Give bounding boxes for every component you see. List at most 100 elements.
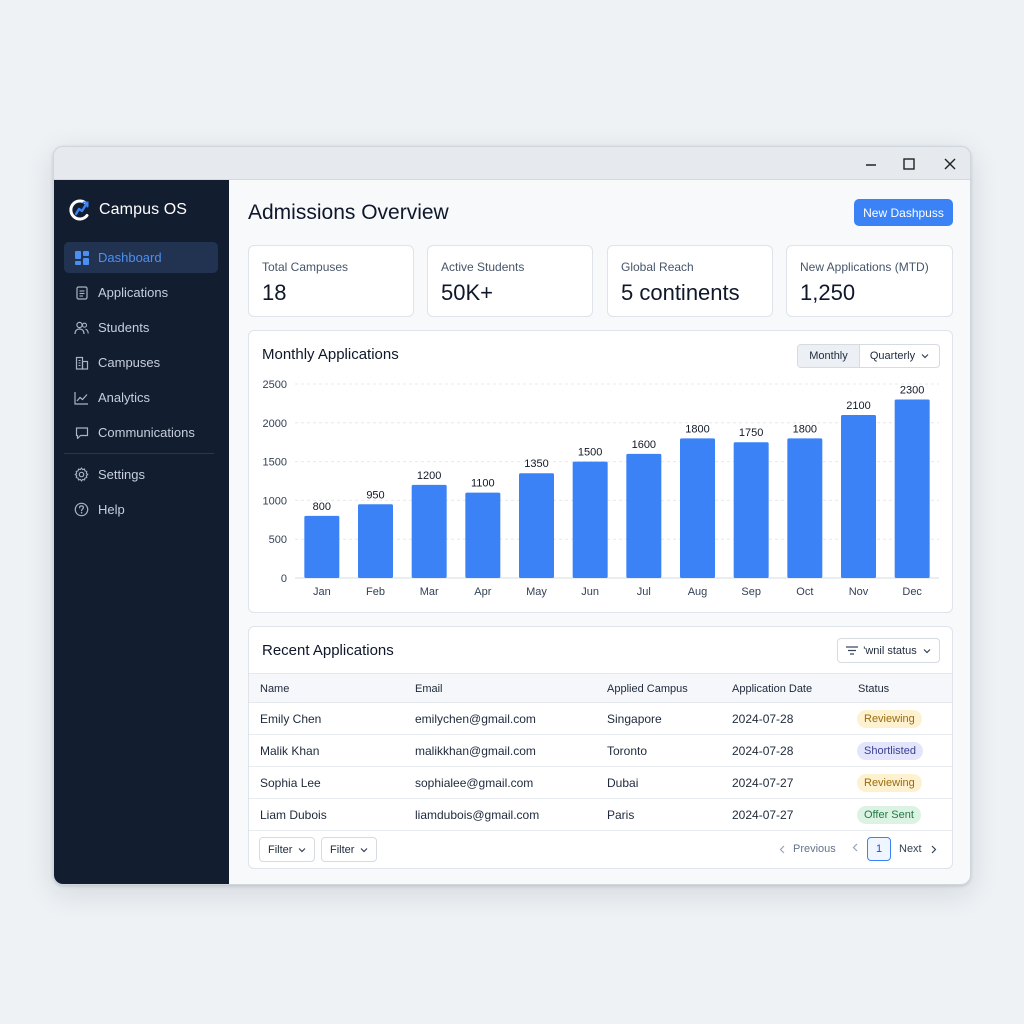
filter-button-1[interactable]: Filter [259, 837, 316, 862]
gear-icon [74, 467, 89, 482]
y-tick-label: 2000 [263, 418, 287, 430]
x-tick-label: May [526, 586, 547, 598]
cell-email: malikkhan@gmail.com [415, 744, 536, 758]
sidebar-item-label: Students [98, 320, 150, 335]
column-header-name[interactable]: Name [260, 683, 290, 695]
stat-label: Active Students [441, 260, 525, 274]
bar-aug[interactable] [680, 438, 715, 578]
quarterly-dropdown[interactable]: Quarterly [860, 345, 939, 367]
page-number-current[interactable]: 1 [867, 837, 891, 861]
stat-label: Total Campuses [262, 260, 349, 274]
chart-title: Monthly Applications [262, 346, 399, 363]
bar-value-label: 1600 [632, 439, 656, 451]
maximize-icon [903, 158, 915, 170]
sidebar-item-campuses[interactable]: Campuses [64, 347, 218, 378]
page-back-button[interactable] [852, 843, 858, 852]
bar-value-label: 2100 [846, 400, 870, 412]
bar-sep[interactable] [733, 442, 769, 578]
y-tick-label: 1000 [263, 495, 287, 507]
filter-button-label: Filter [268, 843, 293, 856]
filter-icon [846, 646, 859, 655]
maximize-button[interactable] [898, 153, 920, 175]
sidebar-item-communications[interactable]: Communications [64, 417, 218, 448]
building-icon [74, 355, 89, 370]
previous-button[interactable]: Previous [779, 843, 836, 855]
stat-value: 1,250 [800, 280, 856, 305]
status-filter-dropdown[interactable]: 'wnil status [837, 638, 940, 663]
cell-campus: Paris [607, 808, 635, 822]
bar-jan[interactable] [304, 515, 340, 578]
column-header-email[interactable]: Email [415, 683, 443, 695]
sidebar-item-applications[interactable]: Applications [64, 277, 218, 308]
cell-date: 2024-07-27 [732, 808, 794, 822]
cell-email: sophialee@gmail.com [415, 776, 534, 790]
new-dashboard-button[interactable]: New Dashpuss [854, 199, 953, 226]
cell-name: Emily Chen [260, 712, 322, 726]
period-toggle: Monthly Quarterly [797, 344, 940, 368]
table-row[interactable]: Emily Chen emilychen@gmail.com Singapore 20… [249, 703, 952, 735]
bar-value-label: 1350 [524, 458, 548, 470]
bar-chart: 0 500 1000 1500 2000 2500 800 Jan 950 Feb 1200 Mar 1… [263, 379, 939, 598]
x-tick-label: Nov [849, 586, 869, 598]
table-row[interactable]: Sophia Lee sophialee@gmail.com Dubai 2024-0… [249, 767, 952, 799]
bar-apr[interactable] [465, 492, 501, 578]
minimize-button[interactable] [860, 153, 882, 175]
stat-value: 5 continents [621, 280, 740, 305]
chevron-right-icon [931, 845, 936, 853]
bar-mar[interactable] [411, 484, 447, 578]
campus-logo-icon [69, 199, 89, 221]
monthly-applications-card: Monthly Applications Monthly Quarterly 0… [248, 330, 953, 613]
table-row[interactable]: Liam Dubois liamdubois@gmail.com Paris 2024… [249, 799, 952, 831]
sidebar-item-analytics[interactable]: Analytics [64, 382, 218, 413]
chart-line-icon [74, 390, 89, 405]
bar-may[interactable] [519, 473, 554, 578]
next-button[interactable]: Next [899, 843, 937, 855]
y-tick-label: 0 [281, 573, 287, 585]
bar-jun[interactable] [572, 461, 608, 578]
column-header-status[interactable]: Status [858, 683, 890, 695]
cell-date: 2024-07-28 [732, 712, 794, 726]
sidebar-item-settings[interactable]: Settings [64, 459, 218, 490]
brand[interactable]: Campus OS [68, 198, 187, 222]
cell-campus: Toronto [607, 744, 648, 758]
column-header-date[interactable]: Application Date [732, 683, 813, 695]
chevron-down-icon [921, 354, 929, 359]
chevron-down-icon [299, 847, 306, 852]
app-name: Campus OS [99, 201, 188, 218]
sidebar-item-label: Analytics [98, 390, 151, 405]
cell-name: Liam Dubois [260, 808, 327, 822]
bar-jul[interactable] [626, 453, 662, 578]
cell-campus: Singapore [607, 712, 662, 726]
bar-dec[interactable] [894, 399, 930, 578]
recent-applications-card: Recent Applications 'wnil status Name Em… [248, 626, 953, 869]
status-badge: Reviewing [857, 774, 922, 792]
bar-value-label: 1100 [471, 478, 495, 490]
dashboard-icon [74, 250, 89, 265]
close-button[interactable] [939, 153, 961, 175]
table-row[interactable]: Malik Khan malikkhan@gmail.com Toronto 2024… [249, 735, 952, 767]
stat-value: 18 [262, 280, 287, 305]
main-content: Admissions Overview New Dashpuss Total C… [229, 180, 970, 884]
x-tick-label: Dec [902, 586, 922, 598]
sidebar: Campus OS Dashboard Applications Student… [54, 180, 229, 884]
stat-label: New Applications (MTD) [800, 260, 929, 274]
previous-label: Previous [793, 843, 836, 855]
bar-value-label: 1500 [578, 447, 602, 459]
app-window: Campus OS Dashboard Applications Student… [53, 146, 971, 885]
bar-nov[interactable] [841, 415, 876, 578]
bar-feb[interactable] [358, 504, 393, 578]
x-tick-label: Oct [796, 586, 813, 598]
y-tick-label: 500 [269, 534, 287, 546]
bar-oct[interactable] [787, 438, 823, 578]
x-tick-label: Jul [637, 586, 651, 598]
filter-button-2[interactable]: Filter [321, 837, 378, 862]
sidebar-item-help[interactable]: Help [64, 494, 218, 525]
column-header-campus[interactable]: Applied Campus [607, 683, 688, 695]
monthly-toggle-button[interactable]: Monthly [798, 345, 860, 367]
sidebar-item-students[interactable]: Students [64, 312, 218, 343]
close-icon [944, 158, 956, 170]
sidebar-divider [64, 453, 214, 454]
sidebar-item-dashboard[interactable]: Dashboard [64, 242, 218, 273]
chevron-down-icon [361, 847, 368, 852]
chevron-left-icon [852, 843, 858, 852]
